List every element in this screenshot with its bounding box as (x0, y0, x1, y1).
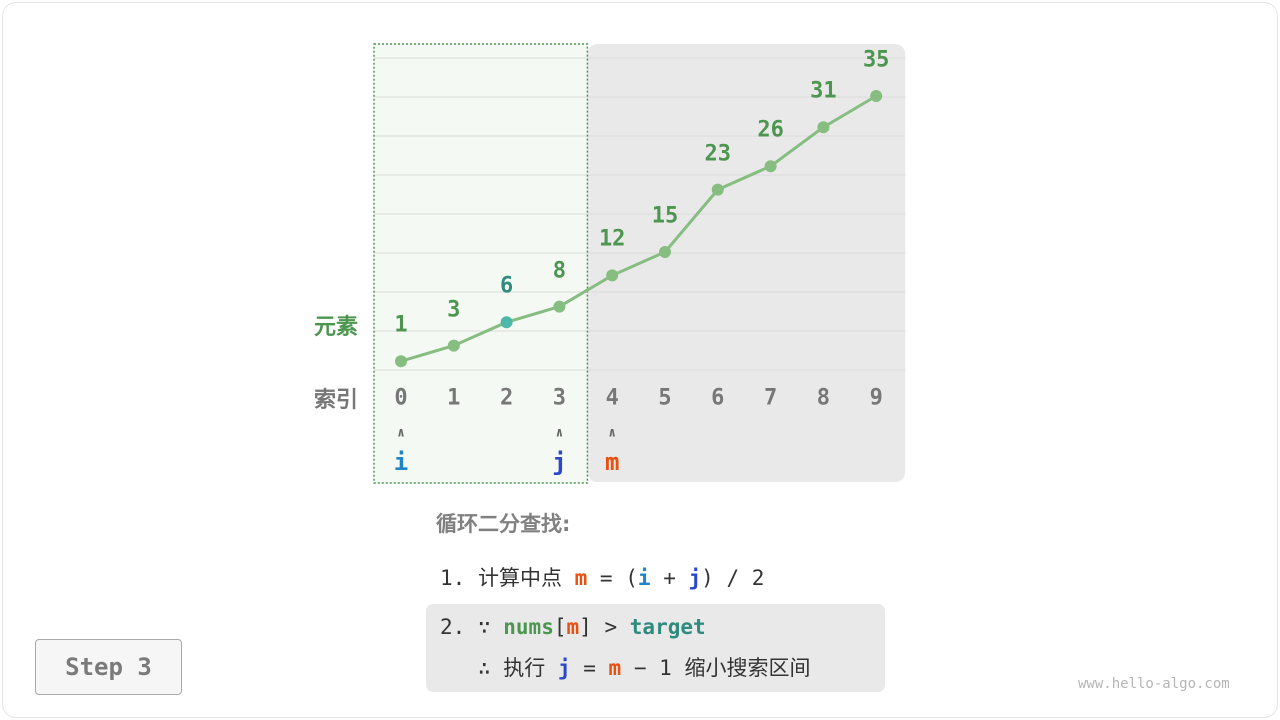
m-var: m (608, 656, 622, 680)
data-point (553, 300, 566, 313)
data-point (817, 121, 830, 134)
search-range-border (373, 43, 589, 484)
value-label: 15 (651, 203, 679, 229)
value-label: 1 (394, 312, 408, 338)
index-label: 1 (447, 385, 461, 411)
value-label: 35 (862, 47, 890, 73)
j-var: j (688, 566, 702, 590)
watermark: www.hello-algo.com (1078, 676, 1230, 692)
elements-row-label: 元素 (313, 315, 359, 340)
data-point (606, 269, 619, 282)
index-label: 3 (552, 385, 567, 411)
value-label: 26 (757, 117, 784, 143)
value-label: 12 (598, 226, 626, 252)
pointer-arrow-icon: ∧ (608, 425, 617, 441)
index-label: 7 (763, 385, 778, 411)
step2-number: 2. (440, 615, 466, 639)
pointer-j: j (552, 448, 567, 476)
data-point (711, 183, 724, 196)
j-var: j (557, 656, 571, 680)
search-range-region (374, 44, 588, 483)
pointer-i: i (393, 448, 409, 476)
index-label: 8 (816, 385, 831, 411)
data-point (659, 246, 671, 258)
value-label: 23 (704, 141, 732, 167)
pointer-arrow-icon: ∧ (397, 425, 405, 441)
plus: + (663, 566, 676, 590)
one: 1 (659, 656, 672, 680)
index-label: 5 (658, 385, 672, 411)
nums-var: nums (503, 615, 554, 639)
value-label: 8 (552, 258, 567, 284)
index-label: 0 (394, 385, 408, 411)
because-symbol: ∵ (477, 615, 491, 639)
two: 2 (751, 566, 765, 590)
index-label: 4 (605, 385, 619, 411)
step2-action: ∴ 执行 j = m − 1 缩小搜索区间 (440, 652, 811, 682)
equals: = (583, 656, 596, 680)
value-line (400, 94, 877, 363)
value-label: 6 (499, 273, 514, 299)
step2-condition: 2. ∵ nums[m] > target (440, 615, 706, 639)
data-point (870, 90, 883, 102)
value-label: 31 (810, 78, 837, 104)
data-point (395, 355, 407, 368)
pointer-arrow-icon: ∧ (555, 425, 564, 441)
paren: ) (701, 566, 714, 590)
step-button[interactable]: Step 3 (35, 639, 182, 695)
bracket: [ (553, 615, 567, 639)
data-point (764, 160, 777, 173)
minus: − (633, 656, 647, 680)
step1-desc: 计算中点 (477, 566, 562, 590)
paren: ( (625, 566, 638, 590)
algorithm-title: 循环二分查找: (436, 512, 571, 536)
index-label: 2 (499, 385, 514, 411)
bracket: ] (579, 615, 592, 639)
step2-desc: 缩小搜索区间 (684, 656, 811, 680)
pointer-m: m (604, 448, 620, 476)
equals: = (599, 566, 613, 590)
therefore-symbol: ∴ (477, 656, 491, 680)
excluded-region (587, 44, 906, 482)
index-label: 6 (711, 385, 725, 411)
m-var: m (574, 566, 588, 590)
m-var: m (566, 615, 580, 639)
greater-than: > (604, 615, 618, 639)
step2-highlight-box (426, 604, 885, 692)
exec-text: 执行 (503, 656, 546, 680)
indices-row-label: 索引 (313, 388, 359, 413)
step1-line: 1. 计算中点 m = (i + j) / 2 (440, 562, 764, 592)
divide: / (726, 566, 740, 590)
index-label: 9 (869, 385, 883, 411)
i-var: i (637, 566, 651, 590)
data-point (500, 316, 513, 329)
target-var: target (629, 615, 706, 639)
value-label: 3 (447, 297, 461, 323)
data-point (447, 339, 460, 352)
step1-number: 1. (440, 566, 466, 590)
